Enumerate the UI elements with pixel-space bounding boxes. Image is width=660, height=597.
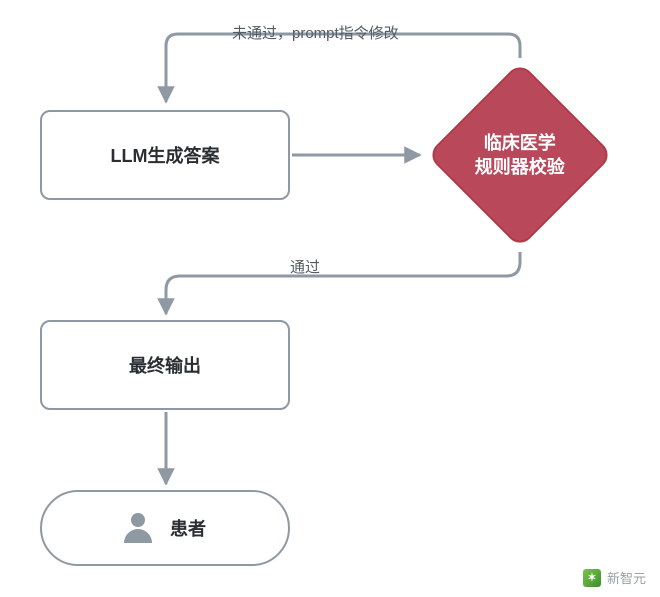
person-icon [124,513,152,543]
node-validator-label-1: 临床医学 [475,131,565,155]
wechat-icon: ✶ [583,569,601,587]
node-patient-label: 患者 [170,515,206,541]
edge-fail-loop [166,34,520,102]
edge-label-pass: 通过 [290,256,320,277]
node-validator-label-2: 规则器校验 [475,155,565,179]
node-validator: 临床医学 规则器校验 [427,62,614,249]
edge-label-fail: 未通过，prompt指令修改 [232,22,399,43]
watermark-text: 新智元 [607,568,646,587]
node-output: 最终输出 [40,320,290,410]
node-llm: LLM生成答案 [40,110,290,200]
node-output-label: 最终输出 [129,352,201,378]
watermark: ✶ 新智元 [583,568,646,587]
flowchart-canvas: LLM生成答案 临床医学 规则器校验 最终输出 患者 未通过，prompt指令修… [0,0,660,597]
node-llm-label: LLM生成答案 [111,142,220,168]
node-patient: 患者 [40,490,290,566]
edge-pass [166,252,520,314]
